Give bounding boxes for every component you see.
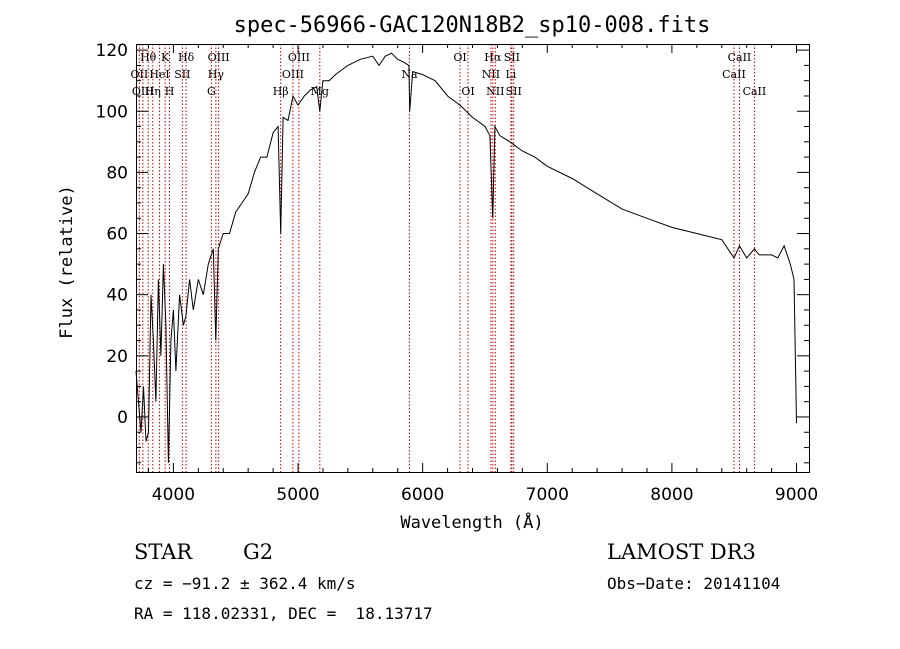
line-label: HeI bbox=[149, 68, 169, 81]
x-tick-label: 8000 bbox=[650, 485, 693, 505]
line-label: OIII bbox=[282, 68, 304, 81]
x-tick-label: 5000 bbox=[276, 485, 319, 505]
plot-frame bbox=[136, 44, 810, 473]
line-label: Na bbox=[401, 68, 418, 81]
x-tick-label: 4000 bbox=[152, 485, 195, 505]
line-label: Mg bbox=[311, 85, 329, 98]
line-label: CaII bbox=[743, 85, 767, 98]
line-label: Hα bbox=[484, 51, 502, 64]
y-tick-label: 40 bbox=[106, 286, 128, 306]
obs-date: Obs−Date: 20141104 bbox=[607, 574, 781, 593]
line-label: CaII bbox=[722, 68, 746, 81]
survey-name: LAMOST DR3 bbox=[607, 540, 756, 564]
line-label: OI bbox=[453, 51, 466, 64]
line-label: NII bbox=[486, 85, 504, 98]
y-tick-label: 60 bbox=[106, 225, 128, 245]
line-label: OIII bbox=[208, 51, 230, 64]
line-label: OIII bbox=[132, 85, 154, 98]
line-label: OII bbox=[131, 68, 149, 81]
line-label: Hγ bbox=[208, 68, 225, 81]
line-label: K bbox=[161, 51, 170, 64]
line-label: OI bbox=[461, 85, 474, 98]
object-class: STAR bbox=[134, 540, 193, 564]
redshift-text: cz = −91.2 ± 362.4 km/s bbox=[134, 574, 356, 593]
x-tick-label: 9000 bbox=[775, 485, 818, 505]
line-label: H bbox=[165, 85, 175, 98]
line-label: SII bbox=[504, 51, 520, 64]
y-tick-label: 20 bbox=[106, 347, 128, 367]
y-tick-label: 100 bbox=[96, 102, 128, 122]
y-tick-label: 0 bbox=[117, 408, 128, 428]
line-label: G bbox=[207, 85, 216, 98]
coordinates: RA = 118.02331, DEC = 18.13717 bbox=[134, 604, 433, 623]
line-label: Hδ bbox=[178, 51, 195, 64]
y-tick-label: 120 bbox=[96, 41, 128, 61]
line-label: Hβ bbox=[273, 85, 289, 98]
x-axis-label: Wavelength (Å) bbox=[400, 511, 543, 533]
line-label: NII bbox=[482, 68, 500, 81]
line-label: Li bbox=[505, 68, 516, 81]
x-tick-label: 6000 bbox=[401, 485, 444, 505]
subclass: G2 bbox=[243, 540, 274, 564]
line-label: Hθ bbox=[140, 51, 157, 64]
y-axis-label: Flux (relative) bbox=[57, 185, 77, 339]
line-label: CaII bbox=[728, 51, 752, 64]
line-label: Hη bbox=[145, 85, 161, 98]
y-tick-label: 80 bbox=[106, 163, 128, 183]
chart-title: spec-56966-GAC120N18B2_sp10-008.fits bbox=[234, 13, 711, 38]
line-label: SII bbox=[506, 85, 522, 98]
x-tick-label: 7000 bbox=[526, 485, 569, 505]
line-label: OIII bbox=[288, 51, 310, 64]
line-label: SII bbox=[174, 68, 190, 81]
flux-line bbox=[135, 52, 797, 463]
